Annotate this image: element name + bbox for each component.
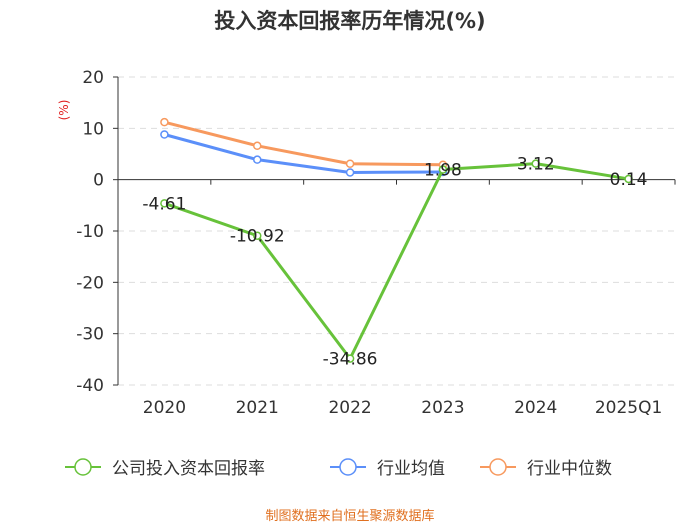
grid: [118, 76, 675, 386]
y-tick-label: 20: [82, 68, 104, 88]
data-labels: -4.61 -10.92 -34.86 1.98 3.12 0.14: [142, 155, 647, 370]
x-tick-label: 2024: [514, 398, 557, 418]
data-point-1: [253, 155, 262, 164]
series-line-2: [164, 120, 443, 167]
legend-label: 行业中位数: [527, 459, 612, 479]
data-point-2: [253, 141, 262, 151]
x-tick-label: 2020: [143, 398, 186, 418]
y-tick-label: 0: [93, 171, 104, 191]
series-layer: [160, 117, 633, 363]
data-point-1: [345, 168, 355, 177]
legend-item: 行业中位数: [480, 458, 612, 479]
data-point-2: [160, 117, 169, 127]
chart-title: 投入资本回报率历年情况(%): [214, 9, 485, 33]
data-point-0: [160, 199, 169, 208]
legend-item: 行业均值: [330, 458, 445, 479]
legend-marker: [74, 458, 92, 476]
legend: 公司投入资本回报率 行业均值 行业中位数: [65, 458, 612, 479]
legend-label: 公司投入资本回报率: [112, 459, 265, 479]
axes: 20 10 0 -10 -20 -30 -40 2020 2021 2022 2023 2024 202…: [76, 68, 676, 418]
data-point-0: [253, 231, 262, 240]
data-point-0: [531, 159, 540, 168]
data-point-0: [624, 174, 633, 184]
y-axis-label: (%): [57, 100, 71, 121]
data-label: -10.92: [230, 227, 285, 247]
y-tick-label: -10: [76, 222, 104, 242]
legend-item: 公司投入资本回报率: [65, 458, 265, 479]
y-tick-label: -20: [76, 273, 104, 293]
legend-marker: [339, 458, 357, 476]
data-label: -34.86: [323, 350, 378, 370]
data-point-0: [345, 354, 355, 363]
x-tick-label: 2021: [236, 398, 279, 418]
y-tick-label: -30: [76, 325, 104, 345]
data-label: -4.61: [142, 194, 186, 214]
legend-marker: [489, 458, 507, 476]
series-line-0: [163, 162, 629, 361]
y-tick-label: -40: [76, 376, 104, 396]
data-label: 3.12: [517, 155, 555, 175]
data-point-2: [345, 159, 355, 169]
x-tick-label: 2023: [421, 398, 464, 418]
legend-label: 行业均值: [377, 459, 445, 479]
data-label: 1.98: [424, 161, 462, 181]
y-tick-label: 10: [82, 119, 104, 139]
series-line-1: [164, 133, 443, 174]
data-label: 0.14: [610, 170, 648, 190]
source-note: 制图数据来自恒生聚源数据库: [265, 508, 434, 524]
x-tick-label: 2022: [328, 398, 371, 418]
data-point-1: [160, 130, 169, 139]
x-tick-label: 2025Q1: [595, 398, 662, 418]
data-point-0: [438, 165, 448, 174]
